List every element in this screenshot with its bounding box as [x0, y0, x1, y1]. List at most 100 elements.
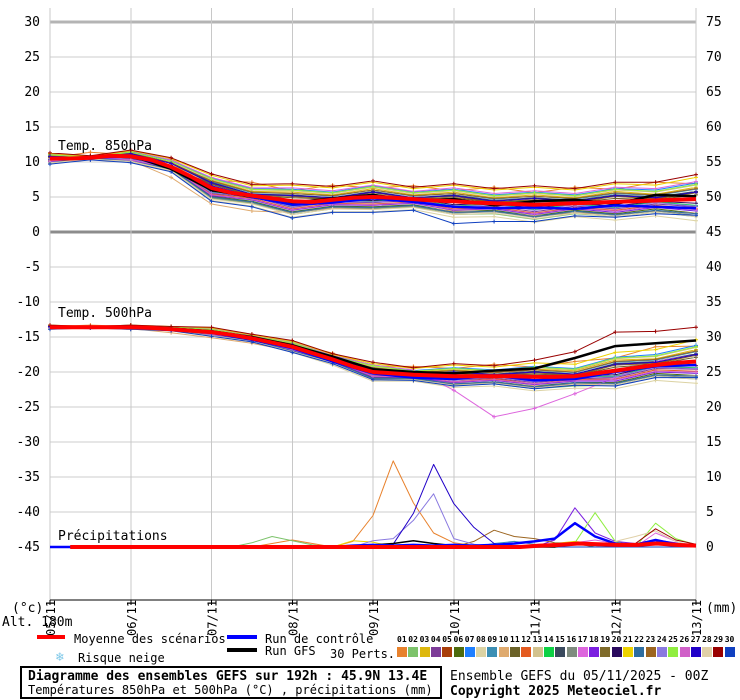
y-right-tick-label: 45	[706, 225, 722, 240]
member-number: 14	[543, 635, 554, 644]
control-line-swatch	[227, 635, 257, 639]
y-right-tick-label: 70	[706, 50, 722, 65]
y-left-tick-label: -35	[17, 470, 40, 485]
precip-panel-label: Précipitations	[58, 529, 168, 544]
member-number: 23	[645, 635, 656, 644]
member-swatch	[690, 647, 701, 657]
y-right-tick-label: 0	[706, 540, 714, 555]
chart-title-box: Diagramme des ensembles GEFS sur 192h : …	[20, 666, 442, 699]
chart-title: Diagramme des ensembles GEFS sur 192h : …	[28, 669, 428, 684]
y-left-tick-label: -20	[17, 365, 40, 380]
member-swatch	[464, 647, 475, 657]
member-number: 06	[453, 635, 464, 644]
y-left-tick-label: -25	[17, 400, 40, 415]
member-number: 20	[611, 635, 622, 644]
member-swatch	[724, 647, 735, 657]
y-left-tick-label: -15	[17, 330, 40, 345]
x-tick-label: 08/11	[286, 600, 300, 636]
member-swatch	[577, 647, 588, 657]
member-swatch	[702, 647, 713, 657]
y-left-tick-label: 30	[24, 15, 40, 30]
member-swatch	[498, 647, 509, 657]
member-swatch	[442, 647, 453, 657]
y-right-tick-label: 15	[706, 435, 722, 450]
member-swatch	[397, 647, 407, 657]
legend-control-label: Run de contrôle	[265, 632, 374, 646]
member-swatch	[510, 647, 520, 657]
member-number: 09	[487, 635, 498, 644]
y-left-tick-label: -45	[17, 540, 40, 555]
member-swatch	[679, 647, 690, 657]
legend-mean-label: Moyenne des scénarios	[74, 632, 226, 646]
y-right-tick-label: 20	[706, 400, 722, 415]
member-number: 30	[724, 635, 735, 644]
member-number: 08	[476, 635, 486, 644]
member-swatch	[645, 647, 656, 657]
x-tick-label: 09/11	[367, 600, 381, 636]
member-swatch	[521, 647, 532, 657]
y-left-tick-label: -30	[17, 435, 40, 450]
member-number: 24	[656, 635, 667, 644]
member-swatch	[611, 647, 622, 657]
member-number: 17	[577, 635, 588, 644]
y-right-tick-label: 65	[706, 85, 722, 100]
copyright: Copyright 2025 Meteociel.fr	[450, 684, 662, 699]
member-swatch	[543, 647, 554, 657]
temp850-panel-label: Temp. 850hPa	[58, 139, 152, 154]
altitude-label: Alt. 180m	[2, 615, 73, 630]
mean-line-swatch	[37, 635, 65, 639]
legend-gfs-label: Run GFS	[265, 644, 316, 658]
member-number: 11	[510, 635, 520, 644]
x-tick-label: 10/11	[448, 600, 462, 636]
y-left-tick-label: 15	[24, 120, 40, 135]
member-swatch	[600, 647, 611, 657]
y-right-tick-label: 10	[706, 470, 722, 485]
member-number: 13	[532, 635, 543, 644]
member-number: 29	[713, 635, 724, 644]
member-swatch	[589, 647, 600, 657]
member-swatch	[453, 647, 464, 657]
member-number: 22	[634, 635, 644, 644]
run-info: Ensemble GEFS du 05/11/2025 - 00Z	[450, 669, 709, 684]
member-number: 21	[623, 635, 633, 644]
mean-line	[50, 153, 697, 207]
member-swatch	[408, 647, 419, 657]
legend-perts-label: 30 Perts.	[330, 647, 396, 661]
right-axis-unit: (mm)	[706, 601, 738, 616]
member-swatch	[656, 647, 667, 657]
y-left-tick-label: -10	[17, 295, 40, 310]
member-number: 28	[702, 635, 712, 644]
member-number: 03	[419, 635, 430, 644]
left-axis-unit: (°c)	[12, 601, 44, 616]
member-swatch	[487, 647, 498, 657]
y-left-tick-label: 10	[24, 155, 40, 170]
x-tick-label: 13/11	[690, 600, 704, 636]
member-number: 16	[566, 635, 577, 644]
y-right-tick-label: 35	[706, 295, 722, 310]
member-line	[48, 157, 698, 226]
member-number: 15	[555, 635, 565, 644]
y-right-tick-label: 55	[706, 155, 722, 170]
member-swatch	[623, 647, 633, 657]
member-swatch	[566, 647, 577, 657]
chart-subtitle: Températures 850hPa et 500hPa (°C) , pré…	[28, 683, 433, 697]
gfs-line-swatch	[227, 648, 257, 652]
y-left-tick-label: 5	[32, 190, 40, 205]
member-swatch	[713, 647, 724, 657]
member-number: 27	[690, 635, 701, 644]
member-number: 10	[498, 635, 509, 644]
member-number: 25	[668, 635, 678, 644]
y-right-tick-label: 60	[706, 120, 722, 135]
y-right-tick-label: 40	[706, 260, 722, 275]
y-left-tick-label: 20	[24, 85, 40, 100]
y-left-tick-label: 0	[32, 225, 40, 240]
member-swatch	[532, 647, 543, 657]
member-swatch	[476, 647, 487, 657]
y-right-tick-label: 75	[706, 15, 722, 30]
snowflake-icon: ❄	[56, 650, 64, 665]
member-swatch	[419, 647, 430, 657]
x-tick-label: 05/11	[44, 600, 58, 636]
member-swatch	[668, 647, 679, 657]
member-swatch	[634, 647, 645, 657]
